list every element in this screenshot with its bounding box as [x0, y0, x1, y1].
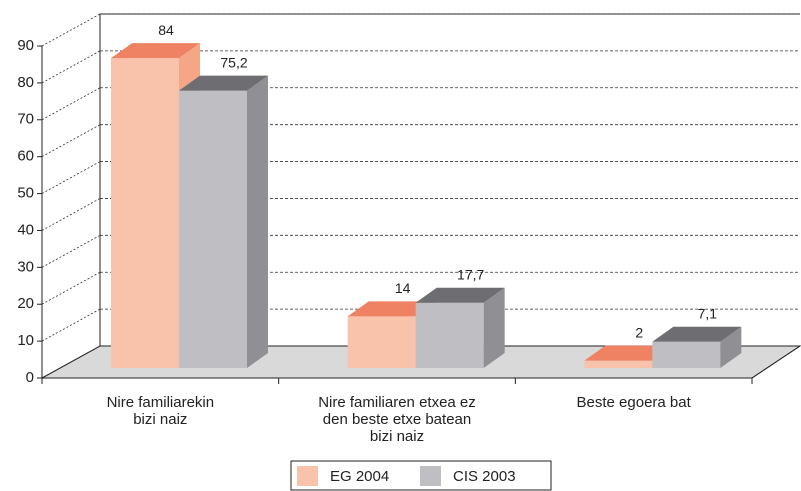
y-tick-label: 80	[17, 74, 34, 91]
bar-top	[584, 345, 674, 361]
bar	[652, 326, 742, 368]
bar-front	[347, 316, 416, 368]
bar-top	[179, 75, 268, 91]
bar-front	[652, 341, 721, 368]
bar-top	[347, 301, 437, 317]
legend-label: EG 2004	[330, 468, 389, 485]
grid-diagonal	[41, 345, 101, 379]
y-tick-label: 10	[17, 332, 34, 349]
value-label: 75,2	[220, 54, 247, 70]
bar-top	[111, 43, 200, 59]
grid-diagonal	[41, 161, 101, 194]
bar-side	[720, 326, 742, 368]
grid-diagonal	[41, 198, 101, 231]
x-tick-label: Nire familiaren etxea ez den beste etxe …	[318, 394, 476, 445]
bar-front	[415, 302, 484, 368]
y-tick-label: 20	[17, 295, 34, 312]
y-tick-label: 90	[17, 37, 34, 54]
y-tick-label: 60	[17, 148, 34, 165]
bar	[179, 75, 268, 369]
grid-diagonal	[41, 13, 101, 47]
grid-diagonal	[41, 234, 101, 268]
bar	[415, 287, 505, 368]
bar-front	[111, 58, 179, 369]
bar-front	[584, 360, 653, 368]
y-tick-label: 50	[17, 185, 34, 202]
legend-label: CIS 2003	[453, 468, 516, 485]
bar-front	[179, 90, 247, 369]
floor-right	[751, 345, 801, 379]
grid-diagonal	[41, 271, 101, 305]
bar-side	[483, 287, 505, 368]
grid-diagonal	[41, 124, 101, 158]
y-tick-label: 30	[17, 258, 34, 275]
legend-swatch	[297, 466, 318, 486]
x-tick-label: Nire familiarekin bizi naiz	[106, 394, 215, 428]
value-label: 2	[635, 324, 643, 340]
grid-diagonal	[41, 308, 101, 342]
legend-swatch	[420, 466, 441, 486]
grid-diagonal	[41, 87, 101, 121]
value-label: 14	[395, 280, 411, 296]
bar-top	[652, 326, 742, 342]
grid-diagonal	[41, 50, 101, 84]
value-label: 17,7	[457, 266, 484, 282]
value-label: 7,1	[698, 306, 718, 322]
bar-top	[415, 287, 505, 303]
value-label: 84	[158, 22, 174, 38]
y-tick-label: 0	[26, 369, 34, 386]
y-tick-label: 70	[17, 111, 34, 128]
y-tick-label: 40	[17, 221, 34, 238]
x-tick-label: Beste egoera bat	[576, 394, 691, 411]
bar-side	[247, 75, 268, 369]
